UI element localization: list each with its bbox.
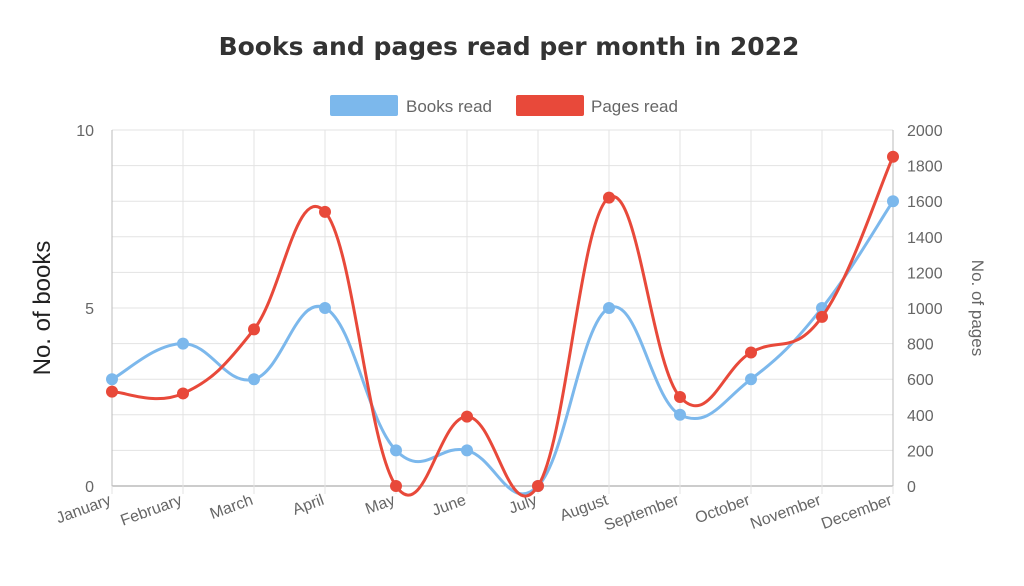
data-point[interactable]: [745, 346, 757, 359]
y-axis-left-label: No. of books: [29, 241, 56, 376]
y-axis-right: 0 200 400 600 800 1000 1200 1400 1600 1800 2000: [907, 123, 943, 496]
legend-swatch-pages: [516, 95, 584, 116]
data-point[interactable]: [248, 373, 260, 386]
series-pages: [106, 150, 899, 498]
data-point[interactable]: [177, 337, 189, 350]
x-tick-label: January: [54, 492, 113, 527]
y-left-tick-label: 5: [85, 301, 94, 318]
x-tick-label: September: [602, 492, 682, 535]
legend: Books read Pages read: [330, 95, 678, 116]
x-tick-label: June: [430, 492, 469, 520]
data-point[interactable]: [745, 373, 757, 386]
data-point[interactable]: [603, 191, 615, 204]
y-right-tick-label: 200: [907, 443, 934, 460]
legend-item-books[interactable]: Books read: [330, 95, 492, 116]
data-point[interactable]: [319, 205, 331, 218]
data-point[interactable]: [177, 387, 189, 400]
y-axis-left: 0 5 10: [76, 123, 94, 496]
x-tick-label: March: [208, 492, 256, 523]
series-books: [106, 195, 899, 496]
data-point[interactable]: [887, 150, 899, 163]
y-right-tick-label: 1800: [907, 159, 943, 176]
chart-title: Books and pages read per month in 2022: [219, 32, 800, 61]
data-point[interactable]: [887, 195, 899, 208]
data-point[interactable]: [461, 410, 473, 423]
data-point[interactable]: [674, 408, 686, 421]
data-point[interactable]: [532, 480, 544, 492]
x-tick-label: April: [290, 492, 326, 519]
x-axis: January February March April May June July Augu…: [54, 492, 895, 535]
x-tick-label: December: [819, 492, 895, 533]
x-tick-label: February: [118, 492, 184, 530]
series-layer: [106, 150, 899, 498]
y-right-tick-label: 2000: [907, 123, 943, 140]
data-point[interactable]: [674, 391, 686, 403]
data-point[interactable]: [106, 373, 118, 386]
y-right-tick-label: 1400: [907, 230, 943, 247]
y-right-tick-label: 1200: [907, 265, 943, 282]
legend-swatch-books: [330, 95, 398, 116]
data-point[interactable]: [603, 302, 615, 314]
y-right-tick-label: 800: [907, 337, 934, 354]
x-tick-label: November: [748, 492, 824, 533]
legend-item-pages[interactable]: Pages read: [516, 95, 678, 116]
y-right-tick-label: 400: [907, 408, 934, 425]
legend-label-pages: Pages read: [591, 97, 678, 116]
gridlines: [111, 129, 894, 494]
data-point[interactable]: [390, 480, 402, 492]
y-right-tick-label: 1600: [907, 194, 943, 211]
data-point[interactable]: [248, 323, 260, 336]
data-point[interactable]: [106, 385, 118, 398]
y-right-tick-label: 0: [907, 479, 916, 496]
y-left-tick-label: 0: [85, 479, 94, 496]
y-left-tick-label: 10: [76, 123, 94, 140]
y-right-tick-label: 1000: [907, 301, 943, 318]
y-axis-right-label: No. of pages: [968, 260, 987, 356]
x-tick-label: May: [363, 492, 397, 518]
series-line: [111, 156, 895, 498]
data-point[interactable]: [390, 444, 402, 457]
y-right-tick-label: 600: [907, 372, 934, 389]
data-point[interactable]: [461, 444, 473, 457]
x-tick-label: October: [693, 492, 753, 528]
data-point[interactable]: [319, 302, 331, 314]
legend-label-books: Books read: [406, 97, 492, 116]
data-point[interactable]: [816, 310, 828, 323]
